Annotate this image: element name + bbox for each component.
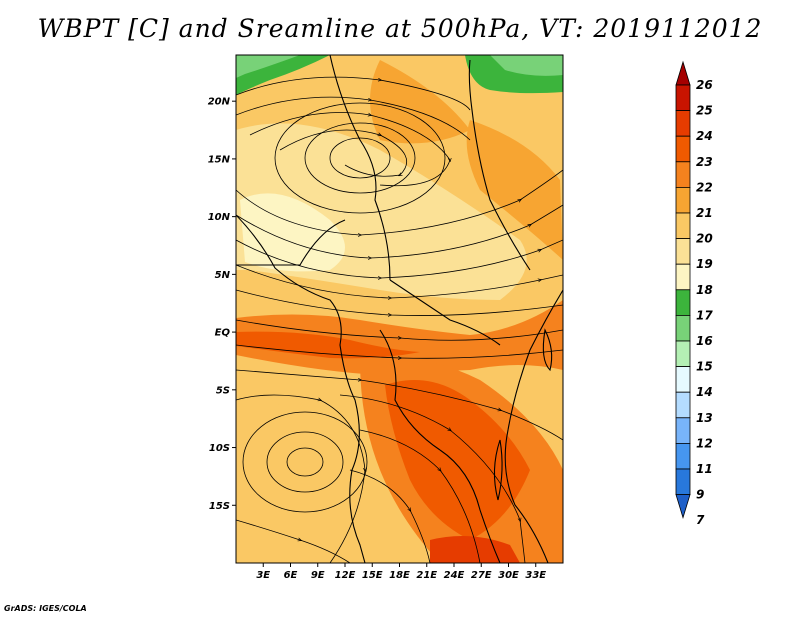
- streamlines: [236, 76, 563, 563]
- lon-tick-label: 9E: [311, 570, 325, 581]
- temperature-band: [236, 55, 300, 78]
- colorbar-box: [675, 263, 691, 291]
- lat-tick-label: 5N: [215, 270, 231, 281]
- colorbar-label: 15: [696, 360, 713, 374]
- lon-tick-label: 30E: [498, 570, 519, 581]
- lat-tick-label: 5S: [216, 385, 230, 396]
- colorbar-label: 25: [696, 104, 713, 118]
- lon-tick-label: 3E: [256, 570, 270, 581]
- longitude-axis: 3E 6E 9E 12E 15E 18E 21E 24E 27E 30E 33E: [256, 563, 546, 581]
- coastline: [504, 289, 563, 563]
- lat-tick-label: 10N: [208, 212, 231, 223]
- colorbar-box: [675, 110, 691, 137]
- lon-tick-label: 18E: [389, 570, 410, 581]
- border: [389, 279, 501, 346]
- border: [468, 59, 531, 271]
- lon-tick-label: 15E: [362, 570, 383, 581]
- colorbar-label: 22: [696, 180, 713, 194]
- colorbar-box: [675, 314, 691, 342]
- colorbar-label: 23: [696, 155, 713, 169]
- colorbar-label: 17: [696, 308, 713, 322]
- temperature-band: [236, 380, 334, 563]
- colorbar-box: [675, 212, 691, 240]
- lat-tick-label: EQ: [215, 328, 231, 339]
- colorbar-box: [675, 442, 691, 470]
- lon-tick-label: 24E: [444, 570, 465, 581]
- colorbar-label: 14: [696, 385, 713, 399]
- coastlines: [236, 55, 563, 563]
- colorbar-box: [675, 468, 691, 496]
- colorbar-cap-bottom: [675, 494, 691, 519]
- colorbar-label: 11: [696, 462, 713, 476]
- lat-tick-label: 10S: [209, 443, 230, 454]
- streamline: [236, 369, 563, 441]
- map-title: WBPT [C] and Sreamline at 500hPa, VT: 20…: [37, 14, 763, 43]
- colorbar-label: 24: [696, 129, 713, 143]
- lat-tick-label: 15S: [209, 501, 230, 512]
- streamline: [236, 76, 471, 111]
- streamline: [236, 264, 563, 298]
- colorbar-box: [675, 84, 691, 112]
- border: [379, 329, 441, 451]
- lake: [493, 439, 503, 501]
- colorbar-label: 26: [696, 78, 713, 92]
- colorbar-label: 20: [696, 232, 713, 246]
- colorbar-box: [675, 238, 691, 265]
- colorbar-box: [675, 366, 691, 393]
- colorbar-label: 21: [696, 206, 713, 220]
- colorbar-label: 9: [696, 488, 704, 502]
- temperature-band: [490, 55, 563, 76]
- latitude-axis: 20N 15N 10N 5N EQ 5S 10S 15S: [208, 97, 236, 512]
- streamline: [236, 319, 563, 341]
- border: [329, 55, 391, 281]
- lon-tick-label: 12E: [335, 570, 356, 581]
- map-field: [236, 55, 563, 563]
- streamline: [236, 344, 563, 358]
- lon-tick-label: 33E: [525, 570, 546, 581]
- colorbar-box: [675, 289, 691, 316]
- colorbar-label: 12: [696, 436, 713, 450]
- lon-tick-label: 6E: [284, 570, 298, 581]
- colorbar-box: [675, 391, 691, 419]
- colorbar-box: [675, 417, 691, 444]
- lat-tick-label: 15N: [208, 154, 231, 165]
- vortex-ring: [242, 411, 368, 513]
- colorbar-box: [675, 340, 691, 368]
- temperature-band: [240, 193, 345, 272]
- credit-label: GrADS: IGES/COLA: [4, 604, 87, 613]
- streamline: [236, 289, 563, 316]
- lon-tick-label: 21E: [416, 570, 437, 581]
- coastline: [236, 214, 366, 563]
- colorbar-box: [675, 161, 691, 188]
- colorbar-label: 19: [696, 257, 713, 271]
- colorbar-cap-top: [675, 60, 691, 86]
- vortex-ring: [304, 122, 416, 194]
- streamline: [236, 519, 351, 563]
- vortex-ring: [329, 137, 391, 179]
- streamline: [236, 239, 563, 278]
- temperature-band: [466, 120, 563, 260]
- colorbar-box: [675, 186, 691, 214]
- lon-tick-label: 27E: [471, 570, 492, 581]
- border: [236, 219, 346, 266]
- streamline: [359, 429, 481, 563]
- colorbar-box: [675, 135, 691, 163]
- temperature-band: [236, 331, 420, 359]
- border: [439, 449, 501, 563]
- colorbar-label: 18: [696, 283, 713, 297]
- colorbar-label: 7: [696, 513, 705, 527]
- streamline: [249, 112, 450, 187]
- streamline: [339, 394, 526, 563]
- colorbar-label: 13: [696, 411, 713, 425]
- lake: [542, 328, 553, 372]
- colorbar: 26 25 24 23 22 21 20 19 18 17 16 15 14 13 12 11 9 7: [675, 60, 713, 527]
- streamline: [349, 469, 431, 563]
- colorbar-label: 16: [696, 334, 713, 348]
- lat-tick-label: 20N: [208, 97, 231, 108]
